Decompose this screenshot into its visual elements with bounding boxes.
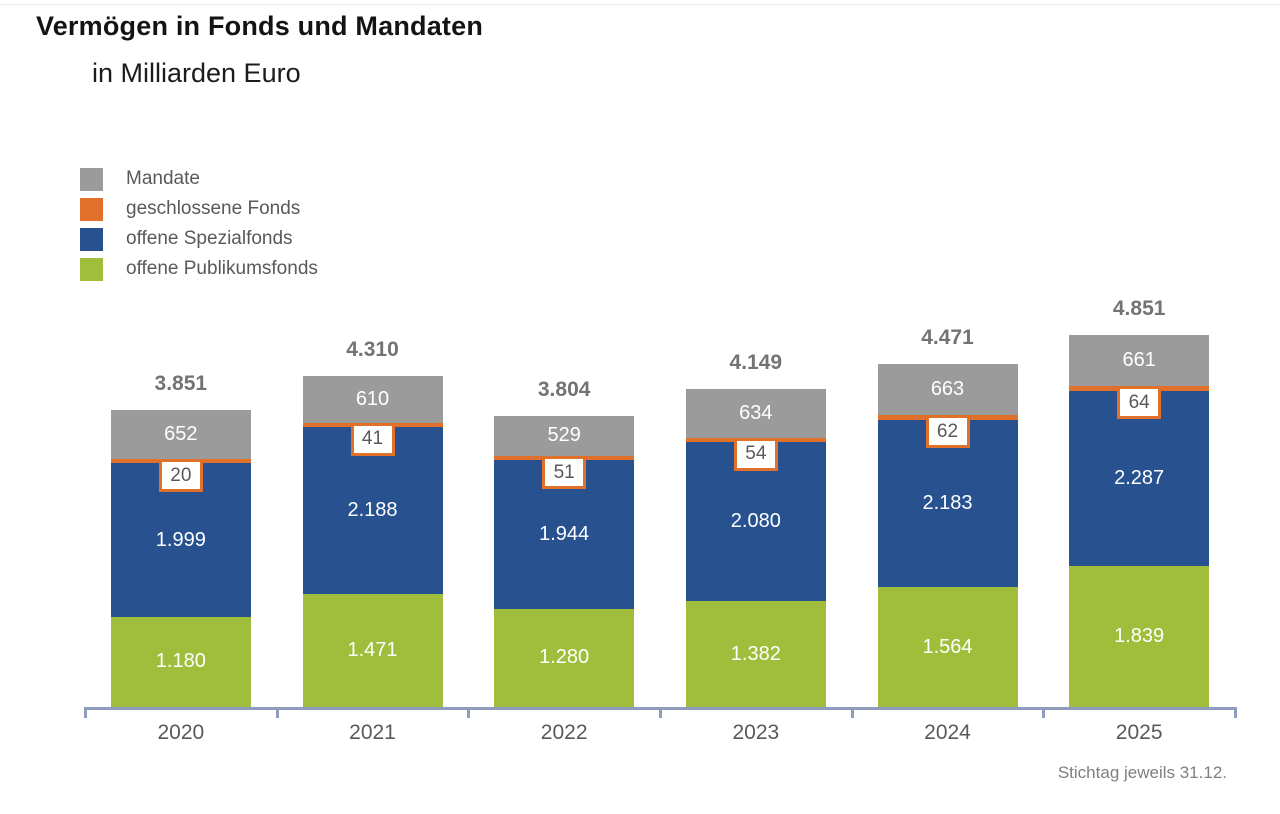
x-axis-category-label: 2023 [732, 721, 780, 744]
bar-segment-mandate [494, 415, 635, 457]
bar-segment-mandate [877, 364, 1018, 416]
offene-publikumsfonds-swatch [80, 257, 103, 281]
bar-total-label: 4.310 [346, 337, 399, 361]
x-axis-tick [1234, 707, 1237, 718]
chart-legend: Mandate geschlossene Fonds offene Spezialf… [80, 164, 318, 284]
legend-item-offene-spezialfonds: offene Spezialfonds [80, 224, 318, 254]
top-divider [0, 4, 1280, 5]
x-axis-category-label: 2021 [349, 721, 396, 744]
x-axis-tick [850, 707, 854, 718]
x-axis-tick [275, 707, 279, 718]
chart-subtitle: in Milliarden Euro [92, 58, 301, 88]
x-axis-category-label: 2025 [1115, 721, 1163, 744]
bar-total-label: 3.804 [537, 377, 591, 401]
footnote: Stichtag jeweils 31.12. [1057, 763, 1227, 782]
x-axis-tick [467, 707, 471, 718]
x-axis-tick [659, 707, 662, 718]
x-axis-category-label: 2024 [924, 721, 971, 744]
bar-segment-offene-publikumsfonds [1069, 566, 1210, 707]
bar-segment-mandate [685, 389, 826, 438]
bar-segment-offene-publikumsfonds [685, 601, 826, 707]
bar-total-label: 3.851 [154, 371, 208, 395]
bar-segment-mandate [110, 409, 251, 460]
legend-item-mandate: Mandate [80, 164, 318, 194]
legend-item-geschlossene-fonds: geschlossene Fonds [80, 194, 318, 224]
x-axis-category-label: 2022 [540, 721, 588, 744]
geschlossene-fonds-value-box: 64 [1117, 386, 1162, 420]
x-axis-tick [1042, 707, 1046, 718]
geschlossene-fonds-value-box: 54 [733, 437, 778, 471]
chart-title: Vermögen in Fonds und Mandaten [36, 11, 484, 41]
bar-segment-offene-publikumsfonds [110, 616, 251, 707]
legend-label: Mandate [126, 168, 200, 189]
bar-segment-mandate [302, 375, 443, 423]
legend-label: offene Publikumsfonds [126, 258, 318, 279]
geschlossene-fonds-value-box: 20 [158, 459, 203, 493]
geschlossene-fonds-swatch [80, 197, 103, 221]
bar-segment-offene-spezialfonds [1069, 390, 1210, 567]
mandate-swatch [80, 167, 103, 191]
bar-segment-offene-publikumsfonds [302, 594, 443, 707]
bar-total-label: 4.471 [921, 326, 974, 350]
x-axis-tick [84, 707, 87, 718]
bar-segment-mandate [1069, 335, 1210, 387]
legend-label: geschlossene Fonds [126, 198, 301, 219]
geschlossene-fonds-value-box: 41 [350, 422, 395, 456]
bar-segment-offene-publikumsfonds [877, 587, 1018, 707]
legend-item-offene-publikumsfonds: offene Publikumsfonds [80, 254, 318, 284]
geschlossene-fonds-value-box: 51 [542, 456, 587, 490]
geschlossene-fonds-value-box: 62 [925, 415, 970, 449]
bar-total-label: 4.149 [729, 351, 783, 375]
bar-total-label: 4.851 [1112, 297, 1166, 321]
x-axis-category-label: 2020 [157, 721, 205, 744]
offene-spezialfonds-swatch [80, 227, 103, 251]
legend-label: offene Spezialfonds [126, 228, 293, 249]
bar-segment-offene-publikumsfonds [494, 608, 635, 707]
